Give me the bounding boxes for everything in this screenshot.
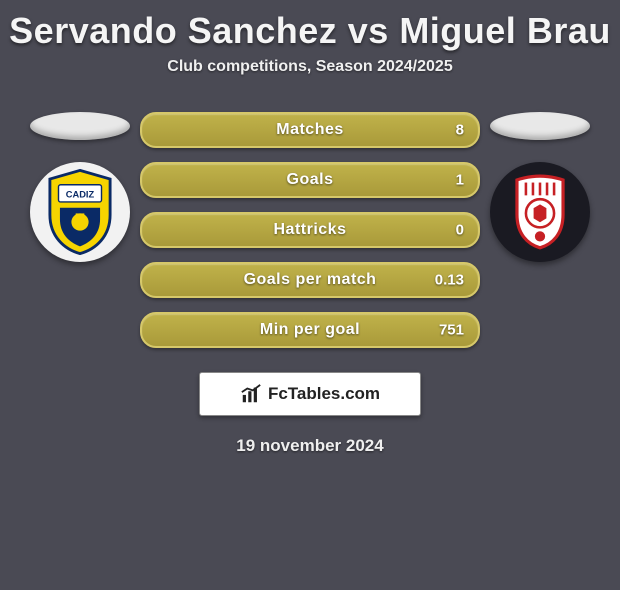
stat-label: Goals: [287, 171, 334, 189]
stat-bar: Hattricks 0: [140, 212, 480, 248]
stat-bar: Min per goal 751: [140, 312, 480, 348]
right-club-badge: [490, 162, 590, 262]
stat-bar: Goals 1: [140, 162, 480, 198]
footer-date: 19 november 2024: [0, 436, 620, 456]
left-player-photo: [30, 112, 130, 140]
comparison-row: CADIZ Matches 8 Goals 1 Hattricks 0 Goal…: [0, 112, 620, 348]
granada-badge-icon: [508, 173, 572, 251]
stat-value: 751: [439, 322, 464, 339]
svg-text:CADIZ: CADIZ: [66, 190, 95, 200]
right-player-photo: [490, 112, 590, 140]
stat-value: 1: [456, 172, 464, 189]
page-title: Servando Sanchez vs Miguel Brau: [0, 10, 620, 52]
left-club-badge: CADIZ: [30, 162, 130, 262]
stat-label: Min per goal: [260, 321, 360, 339]
stat-bar: Goals per match 0.13: [140, 262, 480, 298]
stat-bar: Matches 8: [140, 112, 480, 148]
stat-value: 0.13: [435, 272, 464, 289]
left-player-column: CADIZ: [20, 112, 140, 262]
brand-label: FcTables.com: [268, 384, 380, 404]
stat-value: 0: [456, 222, 464, 239]
stat-bars: Matches 8 Goals 1 Hattricks 0 Goals per …: [140, 112, 480, 348]
bar-chart-icon: [240, 383, 262, 405]
stat-label: Hattricks: [274, 221, 347, 239]
stat-label: Goals per match: [244, 271, 377, 289]
right-player-column: [480, 112, 600, 262]
stat-label: Matches: [276, 121, 344, 139]
cadiz-badge-icon: CADIZ: [44, 169, 116, 255]
brand-badge: FcTables.com: [199, 372, 421, 416]
page-subtitle: Club competitions, Season 2024/2025: [0, 58, 620, 76]
stat-value: 8: [456, 122, 464, 139]
